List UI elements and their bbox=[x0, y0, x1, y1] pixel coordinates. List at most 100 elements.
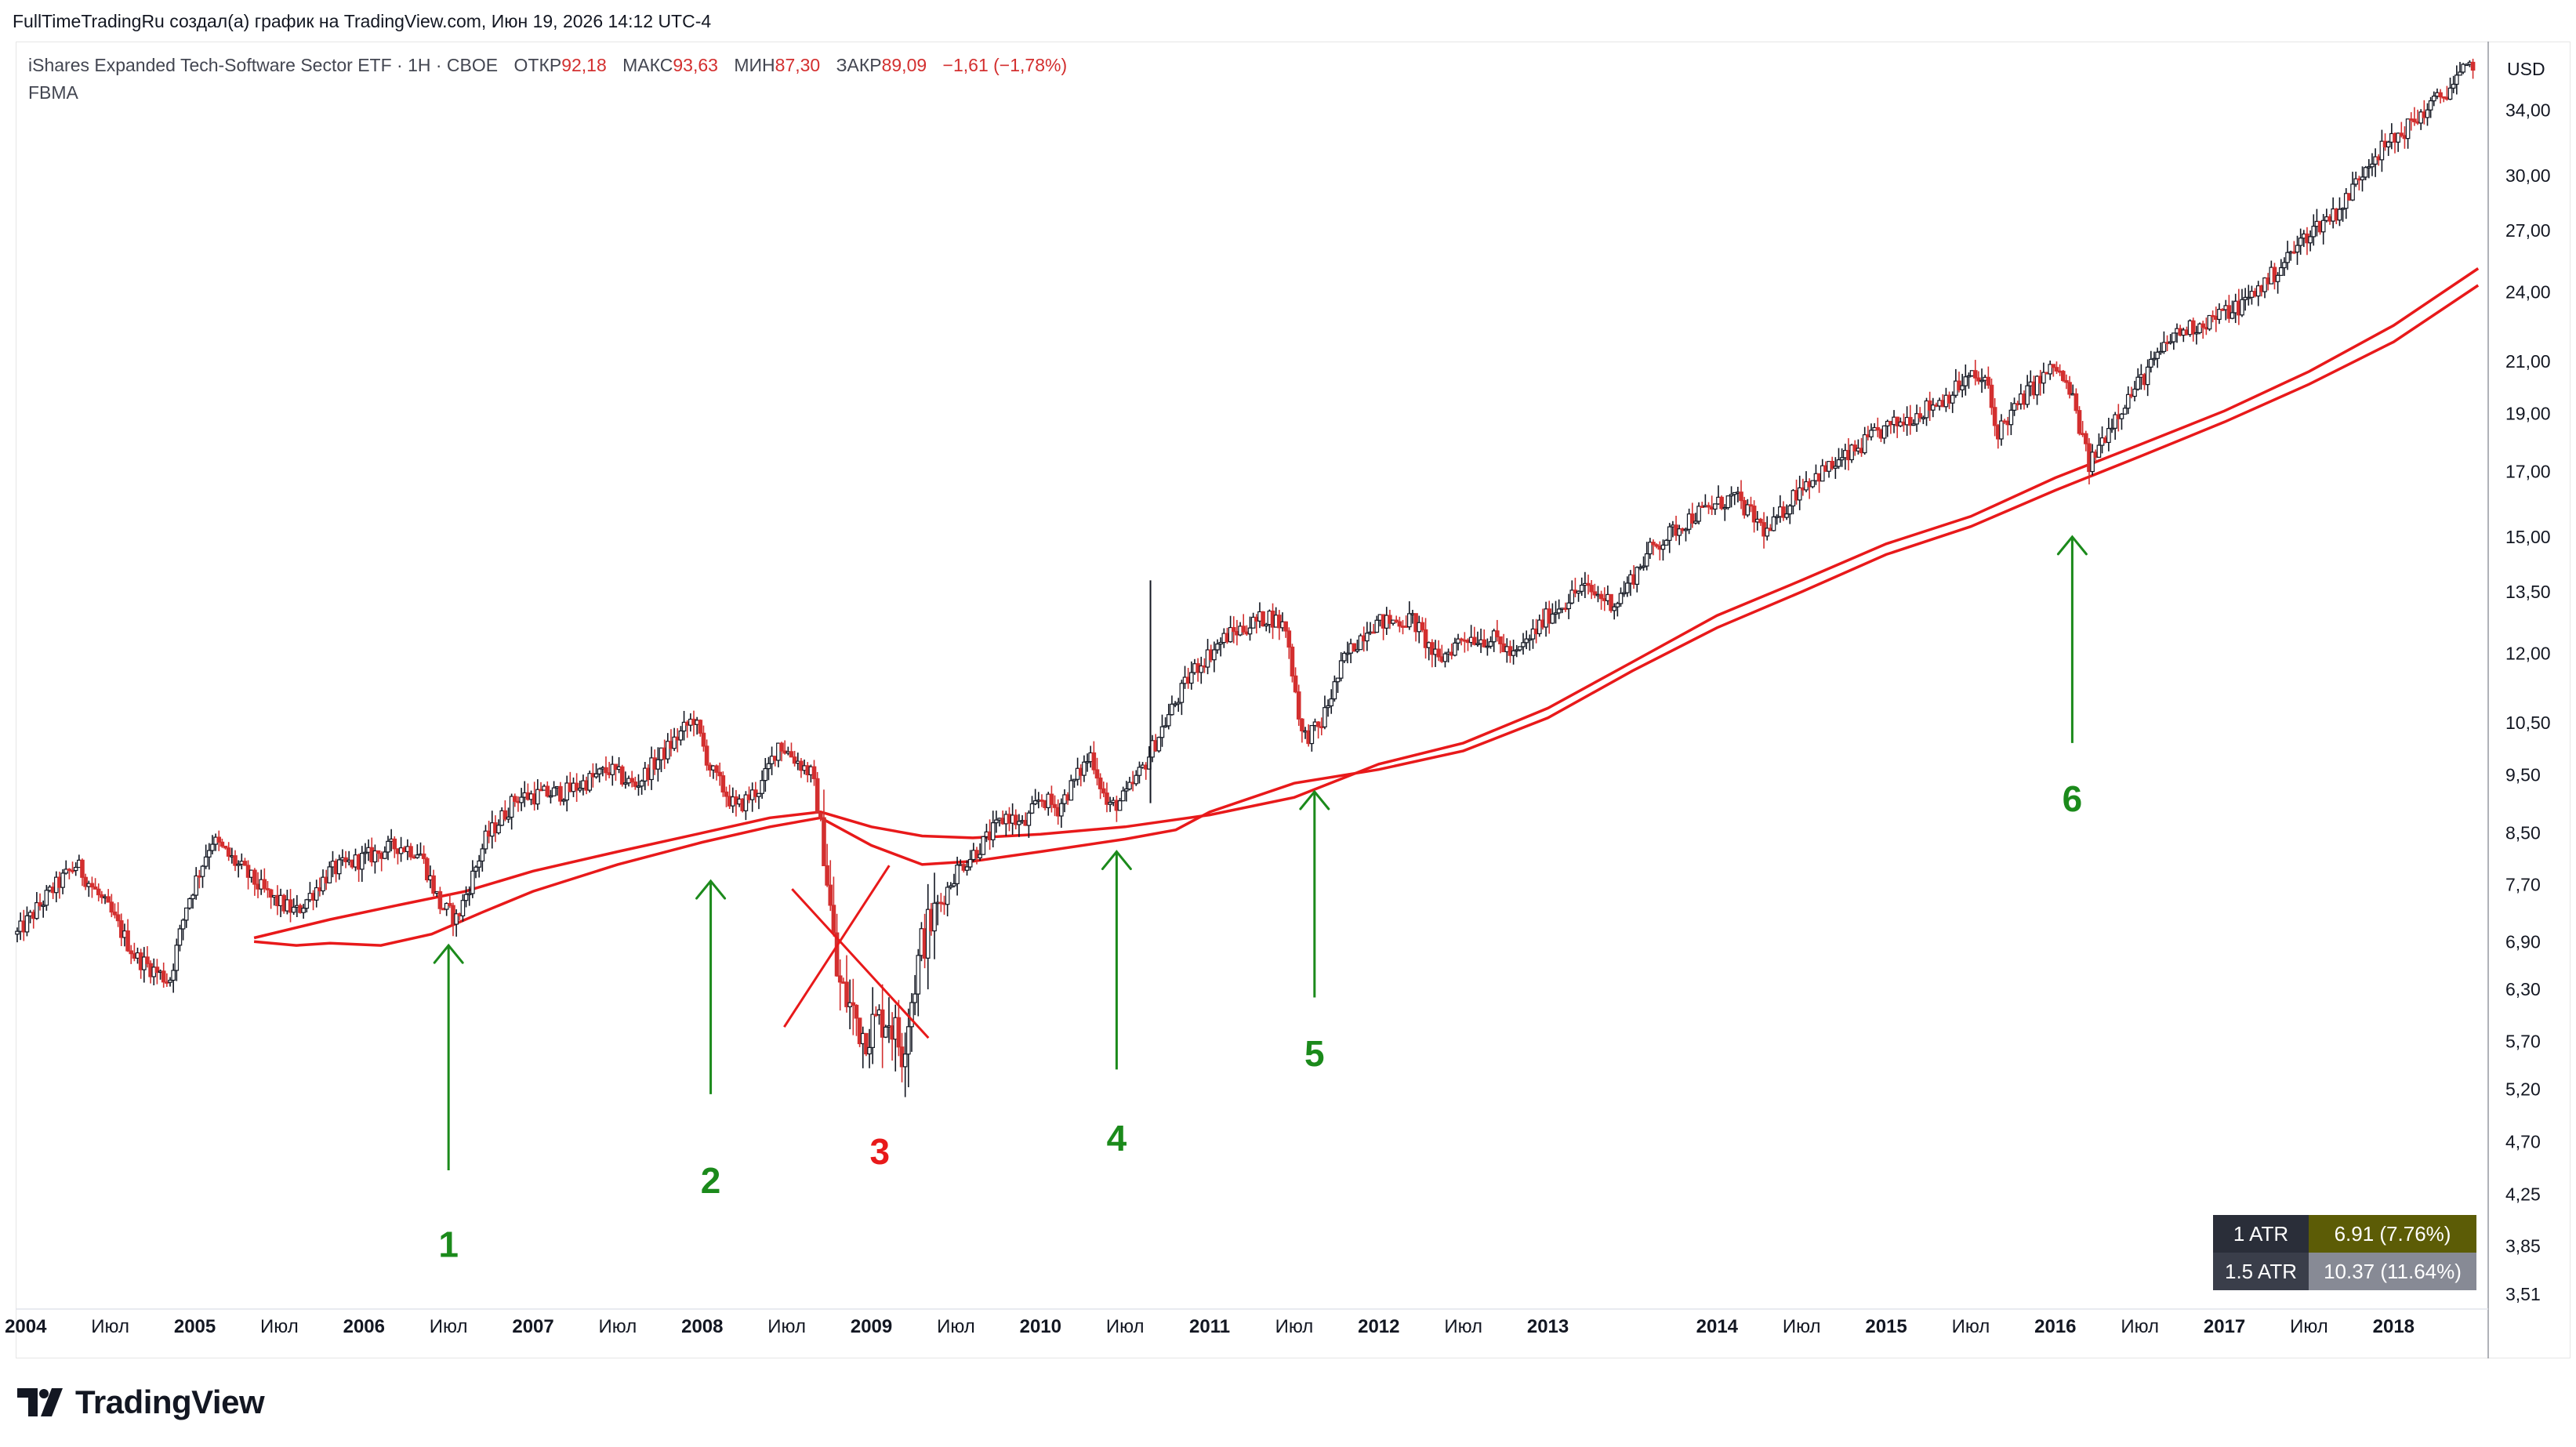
candle bbox=[41, 900, 45, 918]
time-tick-label: Июл bbox=[91, 1316, 129, 1337]
candle bbox=[760, 770, 764, 800]
candle bbox=[2145, 359, 2150, 397]
candle-body bbox=[448, 902, 452, 906]
candle bbox=[1296, 684, 1301, 727]
candle-body bbox=[1394, 619, 1399, 622]
candle-body bbox=[24, 915, 30, 933]
candle bbox=[2428, 96, 2433, 118]
candle-body bbox=[1218, 641, 1223, 645]
candle-body bbox=[1212, 649, 1217, 661]
candle-body bbox=[265, 888, 270, 890]
candle-body bbox=[1179, 683, 1185, 703]
candle bbox=[776, 742, 781, 767]
candle bbox=[1722, 504, 1728, 521]
candle bbox=[1972, 360, 1978, 386]
candle-body bbox=[629, 778, 634, 783]
candle-body bbox=[760, 780, 764, 794]
candle bbox=[2122, 404, 2128, 415]
candle bbox=[1017, 814, 1021, 837]
candle bbox=[1960, 373, 1965, 397]
candle bbox=[1966, 372, 1972, 389]
candle bbox=[545, 781, 550, 798]
candle bbox=[967, 850, 973, 871]
candle bbox=[506, 807, 511, 823]
candle bbox=[174, 938, 180, 981]
candle-body bbox=[1052, 803, 1058, 808]
candle bbox=[587, 771, 593, 793]
time-tick-label: Июл bbox=[2121, 1316, 2159, 1337]
candle bbox=[226, 842, 231, 861]
candle bbox=[1212, 641, 1217, 673]
candle-body bbox=[1332, 681, 1337, 700]
candle bbox=[1456, 633, 1460, 651]
candle bbox=[1124, 781, 1129, 802]
candle-body bbox=[1315, 721, 1321, 727]
candle bbox=[2262, 277, 2267, 299]
candle-body bbox=[268, 889, 274, 898]
candle bbox=[180, 918, 186, 941]
candle bbox=[112, 903, 118, 919]
candle-body bbox=[168, 979, 172, 983]
candle-body bbox=[604, 767, 608, 774]
x-mark-line bbox=[783, 865, 891, 1028]
candle bbox=[444, 902, 449, 916]
candle bbox=[2152, 351, 2157, 366]
candle bbox=[1498, 636, 1503, 654]
tradingview-logo[interactable]: TradingView bbox=[17, 1384, 265, 1420]
candle bbox=[223, 845, 228, 850]
candle-body bbox=[678, 730, 684, 741]
symbol-name[interactable]: iShares Expanded Tech-Software Sector ET… bbox=[28, 55, 499, 75]
candle-body bbox=[145, 956, 150, 964]
candle-body bbox=[2363, 167, 2368, 178]
candle-body bbox=[623, 782, 628, 785]
candle-body bbox=[1049, 793, 1054, 805]
candle bbox=[2132, 380, 2137, 402]
candle-body bbox=[1091, 752, 1097, 771]
candle-body bbox=[1351, 643, 1357, 652]
candle-body bbox=[73, 866, 78, 872]
candle bbox=[2278, 259, 2284, 276]
candle-body bbox=[587, 773, 593, 791]
candle-body bbox=[415, 854, 420, 858]
candle bbox=[1247, 616, 1253, 641]
candle-body bbox=[223, 845, 228, 849]
candle bbox=[470, 860, 475, 898]
candle-body bbox=[902, 1054, 908, 1068]
candle-body bbox=[633, 782, 638, 787]
candle bbox=[1475, 631, 1480, 647]
candle-body bbox=[2396, 132, 2400, 143]
annotation-2: 2 bbox=[695, 879, 727, 1201]
candle-body bbox=[63, 869, 69, 874]
candle-body bbox=[1644, 553, 1649, 567]
candle-body bbox=[2230, 312, 2235, 319]
candle bbox=[1189, 661, 1194, 690]
candle-body bbox=[327, 866, 332, 883]
candle bbox=[2048, 360, 2052, 380]
candle bbox=[187, 897, 192, 910]
price-tick-label: 34,00 bbox=[2505, 100, 2551, 121]
candle bbox=[2096, 433, 2102, 458]
candle-body bbox=[129, 950, 134, 955]
candle bbox=[424, 857, 430, 883]
candle bbox=[2340, 207, 2346, 222]
candle bbox=[242, 858, 248, 866]
candle bbox=[724, 786, 729, 807]
indicator-legend[interactable]: FBMA bbox=[28, 82, 78, 103]
candle-body bbox=[1914, 413, 1919, 425]
time-tick-label: 2010 bbox=[1020, 1316, 1061, 1337]
candle-body bbox=[763, 767, 768, 782]
candle bbox=[2458, 62, 2462, 76]
candle-body bbox=[837, 975, 843, 983]
candle bbox=[2470, 58, 2476, 79]
candle bbox=[1634, 566, 1640, 593]
candle bbox=[1179, 680, 1185, 716]
candle-body bbox=[470, 870, 475, 894]
candle bbox=[1127, 777, 1132, 791]
candle-body bbox=[2350, 183, 2355, 201]
candle-body bbox=[1521, 642, 1526, 647]
candle-body bbox=[2343, 193, 2349, 209]
candle-body bbox=[789, 751, 794, 758]
candle bbox=[1309, 724, 1315, 752]
candle bbox=[1436, 640, 1441, 662]
